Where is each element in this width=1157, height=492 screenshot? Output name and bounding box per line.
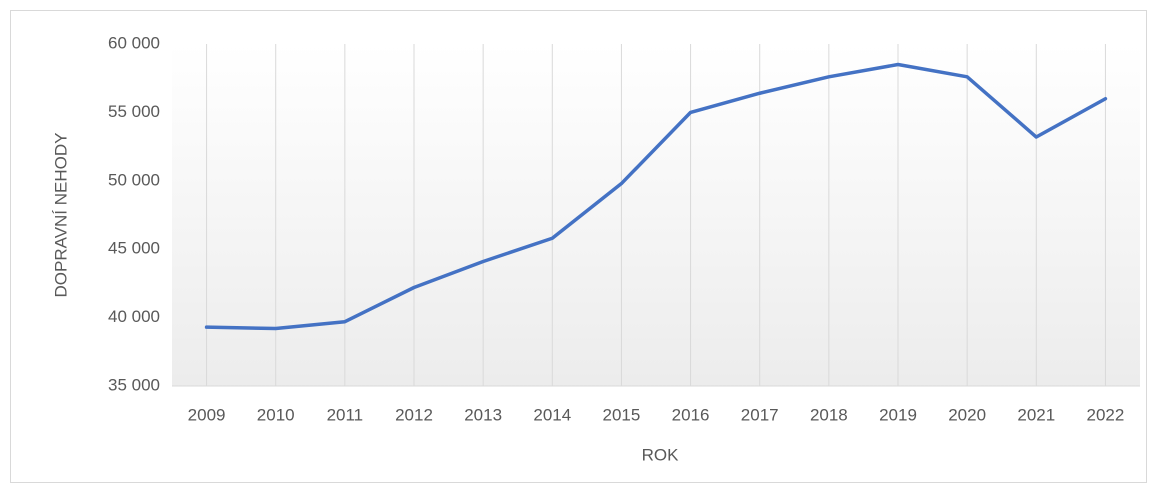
y-tick-label: 35 000 xyxy=(108,375,160,394)
x-axis-label: ROK xyxy=(642,445,680,464)
x-tick-label: 2021 xyxy=(1017,405,1055,424)
x-tick-label: 2014 xyxy=(533,405,571,424)
x-tick-label: 2019 xyxy=(879,405,917,424)
y-tick-label: 45 000 xyxy=(108,239,160,258)
y-tick-label: 60 000 xyxy=(108,33,160,52)
x-tick-label: 2011 xyxy=(327,405,364,424)
x-tick-label: 2018 xyxy=(810,405,848,424)
y-axis-label: DOPRAVNÍ NEHODY xyxy=(51,133,70,298)
x-tick-label: 2013 xyxy=(464,405,502,424)
x-tick-label: 2015 xyxy=(603,405,641,424)
x-tick-label: 2016 xyxy=(672,405,710,424)
x-tick-label: 2012 xyxy=(395,405,433,424)
x-tick-label: 2020 xyxy=(948,405,986,424)
x-tick-label: 2009 xyxy=(188,405,226,424)
y-tick-label: 40 000 xyxy=(108,307,160,326)
x-tick-label: 2017 xyxy=(741,405,779,424)
data-line xyxy=(204,62,1108,331)
plot-area xyxy=(172,44,1140,386)
x-tick-label: 2010 xyxy=(257,405,295,424)
y-tick-label: 55 000 xyxy=(108,102,160,121)
y-tick-label: 50 000 xyxy=(108,170,160,189)
x-tick-label: 2022 xyxy=(1087,405,1125,424)
